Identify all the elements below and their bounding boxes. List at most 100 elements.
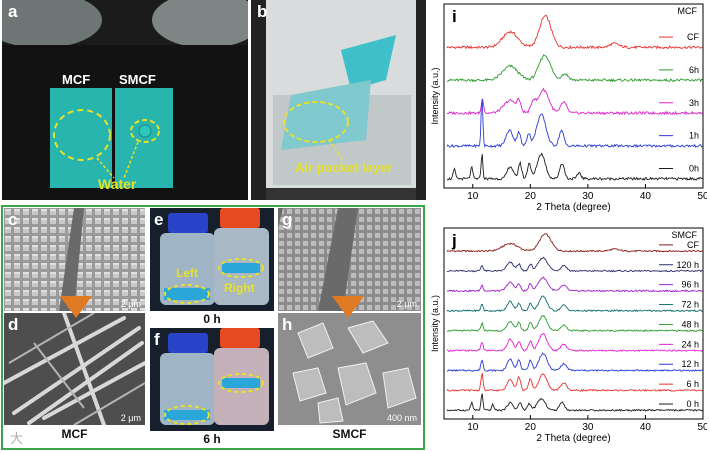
submerged-paper	[281, 80, 371, 150]
air-pocket-label: Air pocket layer	[295, 160, 393, 175]
chart-title: SMCF	[672, 230, 698, 240]
legend-label: 0h	[689, 164, 699, 174]
panel-g-scale-bar: 2 μm	[396, 299, 417, 309]
left-ellipse	[164, 284, 210, 304]
panel-d-label: d	[8, 315, 19, 334]
series-line	[446, 14, 703, 50]
x-tick-label: 30	[582, 191, 594, 202]
legend-label: 96 h	[681, 280, 699, 290]
panel-b-label: b	[257, 2, 268, 21]
panel-e-photo: e Left Right	[150, 208, 274, 311]
legend-label: 24 h	[681, 339, 699, 349]
red-cap	[220, 208, 260, 228]
series-line	[446, 152, 703, 182]
mcf-label: MCF	[62, 72, 91, 87]
smcf-label: SMCF	[119, 72, 156, 87]
x-tick-label: 30	[582, 422, 594, 433]
panel-d-illustration	[4, 313, 145, 425]
panel-b-photo: b Air pocket layer	[251, 0, 426, 200]
panel-b-illustration	[266, 0, 416, 200]
series-line	[446, 276, 703, 293]
series-line	[446, 256, 703, 273]
legend-label: CF	[687, 240, 699, 250]
mcf-caption: MCF	[61, 427, 88, 441]
panel-f-photo: f	[150, 328, 274, 431]
series-line	[446, 98, 703, 149]
series-line	[446, 295, 703, 313]
x-tick-label: 50	[697, 191, 707, 202]
legend-label: 0 h	[686, 399, 699, 409]
panel-d-sem: d 2 μm	[4, 313, 145, 425]
plot-frame	[443, 3, 704, 189]
panel-e-illustration	[150, 208, 274, 311]
panel-d-scale-bar: 2 μm	[120, 413, 141, 423]
plot-frame	[443, 227, 704, 420]
water-droplet	[138, 124, 152, 138]
arrow-c-to-d	[60, 296, 92, 318]
x-tick-label: 40	[640, 191, 652, 202]
left-bottle	[160, 233, 215, 305]
x-tick-label: 10	[467, 422, 479, 433]
smcf-paper-strip	[115, 88, 173, 188]
legend-label: 120 h	[676, 260, 699, 270]
series-line	[446, 87, 703, 116]
legend-label: 48 h	[681, 319, 699, 329]
arrow-g-to-h	[332, 296, 364, 318]
series-line	[446, 352, 703, 372]
mcf-paper-strip	[50, 88, 112, 188]
panel-a-label: a	[8, 2, 18, 21]
smcf-caption: SMCF	[332, 427, 367, 441]
xrd-chart-mcf: MCF i 10 20 30 40 50 2 Theta (degree) Intensity …	[430, 3, 707, 213]
legend-label: 12 h	[681, 359, 699, 369]
legend-label: 3h	[689, 98, 699, 108]
air-pocket-ellipse	[283, 101, 349, 143]
glass-dish-right	[152, 0, 248, 48]
legend-label: 72 h	[681, 300, 699, 310]
panel-h-scale-bar: 400 nm	[386, 413, 417, 423]
xrd-chart-smcf: SMCF j 10 20 30 40 50 2 Theta (degree) Intensity…	[430, 227, 707, 444]
panel-c-label: c	[8, 210, 18, 229]
series-line	[446, 314, 703, 333]
legend-label: 1h	[689, 131, 699, 141]
panel-g-label: g	[282, 210, 293, 229]
panel-c-illustration	[4, 208, 145, 311]
glass-dish-left	[2, 0, 102, 48]
panel-g-sem: g 2 μm	[278, 208, 421, 311]
x-tick-label: 50	[697, 422, 707, 433]
panel-g-illustration	[278, 208, 421, 311]
x-tick-label: 20	[525, 422, 537, 433]
panel-e-label: e	[154, 210, 164, 229]
blue-cap	[168, 213, 208, 233]
series-line	[446, 373, 703, 392]
green-frame	[1, 205, 425, 450]
right-ellipse	[218, 258, 264, 278]
panel-a-illustration	[2, 0, 248, 200]
right-label: Right	[224, 281, 255, 295]
x-axis-label: 2 Theta (degree)	[536, 433, 610, 444]
water-spread-ellipse	[53, 109, 111, 161]
legend-label: 6 h	[686, 379, 699, 389]
left-label: Left	[176, 266, 198, 280]
series-line	[446, 54, 703, 83]
x-tick-label: 10	[467, 191, 479, 202]
series-line	[446, 332, 703, 352]
panel-c-scale-bar: 2 μm	[120, 299, 141, 309]
panel-a-photo: a MCF SMCF Water	[2, 0, 248, 200]
time-0h-label: 0 h	[203, 312, 221, 326]
panel-f-illustration	[150, 328, 274, 431]
chart-panel-label: j	[451, 231, 457, 250]
watermark: 大	[10, 432, 24, 447]
panel-h-illustration	[278, 313, 421, 425]
y-axis-label: Intensity (a.u.)	[430, 295, 440, 352]
chart-title: MCF	[678, 6, 698, 16]
series-line	[446, 233, 703, 253]
panel-f-label: f	[154, 330, 160, 349]
paper-above-water	[341, 35, 396, 90]
panel-h-label: h	[282, 315, 293, 334]
water-droplet-ellipse	[130, 119, 160, 143]
legend-label: 6h	[689, 65, 699, 75]
water-label: Water	[98, 176, 137, 192]
panel-c-sem: c 2 μm	[4, 208, 145, 311]
x-tick-label: 20	[525, 191, 537, 202]
y-axis-label: Intensity (a.u.)	[430, 67, 440, 124]
